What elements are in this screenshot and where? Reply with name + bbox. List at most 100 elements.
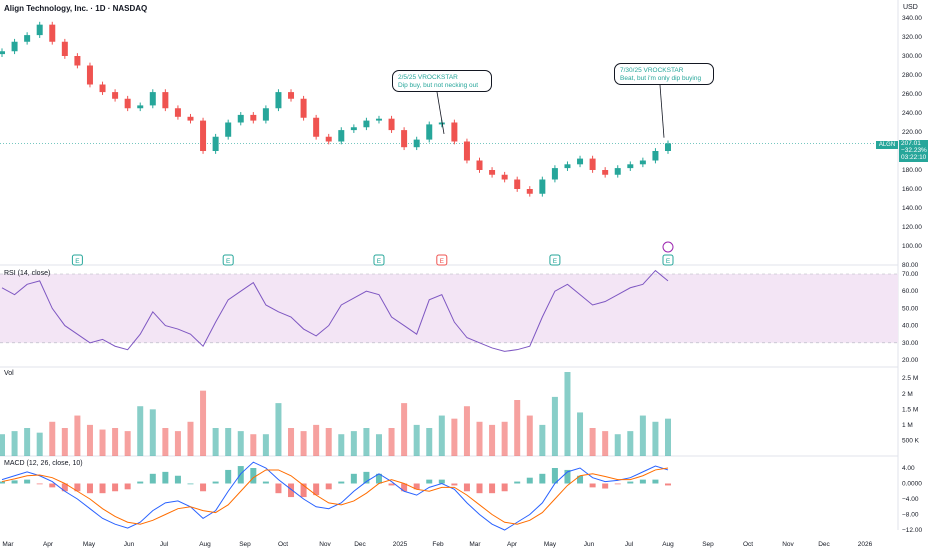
volume-axis-tick-3: 1 M — [902, 422, 913, 429]
x-axis-tick-18: Sep — [702, 541, 714, 548]
earnings-marker-0 — [71, 254, 83, 266]
candle-body-49 — [614, 168, 621, 175]
macd-histogram-21 — [262, 481, 269, 484]
annotation-feb-date: 2/5/25 VROCKSTAR — [398, 74, 458, 81]
earnings-marker-4 — [549, 254, 561, 266]
volume-bar-24 — [300, 431, 307, 456]
x-axis-tick-8: Nov — [319, 541, 331, 548]
volume-bar-23 — [288, 428, 295, 456]
candle-body-43 — [539, 179, 546, 194]
macd-histogram-24 — [300, 483, 307, 498]
candle-body-5 — [61, 41, 68, 56]
rsi-line — [1, 269, 669, 352]
macd-histogram-15 — [187, 483, 194, 485]
macd-histogram-45 — [564, 469, 571, 484]
volume-axis-tick-2: 1.5 M — [902, 406, 918, 413]
earnings-marker-label-0: E — [75, 258, 80, 265]
volume-bar-50 — [627, 431, 634, 456]
rsi-axis-tick-0: 70.00 — [902, 271, 919, 278]
volume-bar-1 — [11, 431, 18, 456]
volume-bar-37 — [463, 406, 470, 456]
macd-histogram-7 — [86, 483, 93, 494]
price-tag-box: 207.01 −32.23% 03:22:10 — [899, 140, 928, 162]
annotation-jul-pointer — [659, 84, 665, 138]
price-axis-tick-0: 340.00 — [902, 15, 922, 22]
earnings-marker-label-1: E — [226, 258, 231, 265]
annotation-feb[interactable]: 2/5/25 VROCKSTAR Dip buy, but not neckin… — [392, 70, 492, 92]
rsi-axis-tick-1: 60.00 — [902, 288, 919, 295]
volume-bar-51 — [639, 415, 646, 456]
macd-histogram-5 — [61, 483, 68, 492]
candle-body-14 — [174, 108, 181, 117]
x-axis-tick-2: May — [83, 541, 96, 548]
candle-body-51 — [639, 160, 646, 165]
x-axis-tick-7: Oct — [278, 541, 288, 548]
volume-panel-label: Vol — [4, 370, 14, 377]
x-axis-tick-10: 2025 — [393, 541, 408, 548]
macd-histogram-41 — [514, 481, 521, 484]
volume-bar-14 — [174, 431, 181, 456]
volume-bar-2 — [24, 428, 31, 456]
price-axis-tick-1: 320.00 — [902, 34, 922, 41]
volume-bar-17 — [212, 428, 219, 456]
candle-body-8 — [99, 84, 106, 93]
macd-histogram-0 — [0, 481, 5, 484]
candle-body-38 — [476, 160, 483, 170]
candle-body-45 — [564, 164, 571, 169]
price-time: 03:22:10 — [901, 154, 927, 161]
volume-bar-32 — [401, 403, 408, 456]
volume-bar-33 — [413, 424, 420, 456]
volume-bar-38 — [476, 421, 483, 456]
candle-body-48 — [602, 170, 609, 175]
rsi-panel-label: RSI (14, close) — [4, 270, 51, 277]
volume-bar-5 — [61, 428, 68, 456]
macd-histogram-43 — [539, 473, 546, 484]
candle-body-36 — [451, 122, 458, 142]
volume-bar-16 — [200, 390, 207, 456]
macd-histogram-51 — [639, 479, 646, 484]
price-symbol-tag: ALGN — [876, 141, 898, 149]
x-axis-tick-1: Apr — [43, 541, 54, 548]
candle-body-2 — [24, 35, 31, 42]
candle-body-29 — [363, 120, 370, 128]
macd-histogram-36 — [451, 483, 458, 486]
rsi-axis-tick-5: 20.00 — [902, 357, 919, 364]
price-axis-tick-3: 280.00 — [902, 72, 922, 79]
candle-body-22 — [275, 92, 282, 109]
x-axis-tick-12: Mar — [469, 541, 481, 548]
candle-body-47 — [589, 158, 596, 170]
earnings-marker-3 — [436, 254, 448, 266]
candle-body-27 — [338, 130, 345, 142]
volume-bar-34 — [426, 428, 433, 456]
price-axis-tick-12: 100.00 — [902, 243, 922, 250]
macd-histogram-49 — [614, 483, 621, 485]
macd-histogram-28 — [350, 473, 357, 484]
volume-axis-tick-1: 2 M — [902, 391, 913, 398]
earnings-marker-5 — [662, 254, 674, 266]
price-axis-tick-4: 260.00 — [902, 91, 922, 98]
macd-axis-tick-4: −12.00 — [902, 527, 922, 534]
rsi-axis-tick-2: 50.00 — [902, 305, 919, 312]
volume-bar-18 — [225, 428, 232, 456]
volume-bar-48 — [602, 431, 609, 456]
candle-body-30 — [375, 118, 382, 121]
macd-histogram-9 — [112, 483, 119, 492]
candle-body-1 — [11, 41, 18, 52]
macd-histogram-38 — [476, 483, 483, 494]
volume-bar-27 — [338, 434, 345, 456]
macd-histogram-3 — [36, 483, 43, 485]
macd-histogram-10 — [124, 483, 131, 490]
macd-histogram-40 — [501, 483, 508, 492]
macd-signal-line — [1, 467, 669, 525]
volume-bar-43 — [539, 424, 546, 456]
volume-bar-11 — [137, 406, 144, 456]
price-axis-tick-2: 300.00 — [902, 53, 922, 60]
volume-bar-8 — [99, 429, 106, 456]
candle-body-11 — [137, 105, 144, 109]
volume-bar-44 — [551, 396, 558, 456]
price-axis-tick-9: 160.00 — [902, 186, 922, 193]
macd-histogram-42 — [526, 477, 533, 484]
candle-body-46 — [577, 158, 584, 165]
price-axis-tick-5: 240.00 — [902, 110, 922, 117]
annotation-jul[interactable]: 7/30/25 VROCKSTAR Beat, but i'm only dip… — [614, 63, 714, 85]
